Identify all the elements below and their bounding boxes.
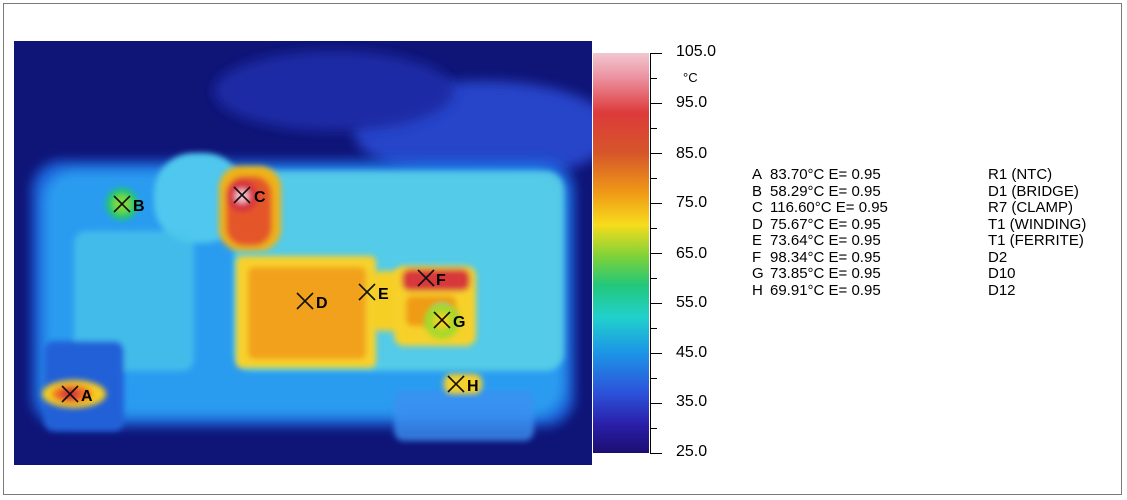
marker-cross-c xyxy=(233,186,251,204)
marker-label-d: D xyxy=(316,295,328,312)
scale-major-tick xyxy=(650,153,662,154)
reading-value: 69.91°C E= 0.95 xyxy=(770,281,881,299)
marker-cross-b xyxy=(113,195,131,213)
reading-value: 116.60°C E= 0.95 xyxy=(770,199,888,216)
scale-minor-tick xyxy=(650,178,657,179)
reading-value: 73.64°C E= 0.95 xyxy=(770,232,881,249)
marker-label-e: E xyxy=(378,286,389,303)
scale-label-75: 75.0 xyxy=(676,194,708,211)
reading-component: R7 (CLAMP) xyxy=(988,199,1074,216)
scale-label-65: 65.0 xyxy=(676,245,708,262)
reading-value: 83.70°C E= 0.95 xyxy=(770,166,881,183)
reading-marker: C xyxy=(752,199,763,216)
color-scale-bar xyxy=(593,53,649,453)
reading-marker: E xyxy=(752,232,763,249)
reading-component: D1 (BRIDGE) xyxy=(988,182,1079,200)
marker-label-f: F xyxy=(436,272,446,289)
reading-value: 73.85°C E= 0.95 xyxy=(770,265,881,282)
marker-cross-e xyxy=(358,283,376,301)
scale-major-tick xyxy=(650,453,662,454)
reading-component: T1 (FERRITE) xyxy=(988,232,1084,249)
scale-label-35: 35.0 xyxy=(676,393,708,410)
scale-minor-tick xyxy=(650,128,657,129)
reading-marker: D xyxy=(752,215,763,233)
scale-major-tick xyxy=(650,353,662,354)
reading-component: D10 xyxy=(988,265,1016,282)
marker-cross-d xyxy=(296,292,314,310)
scale-major-tick xyxy=(650,203,662,204)
reading-component: D2 xyxy=(988,248,1008,266)
scale-label-105: 105.0 xyxy=(676,43,717,60)
marker-cross-a xyxy=(61,385,79,403)
reading-component: D12 xyxy=(988,281,1016,299)
scale-label-85: 85.0 xyxy=(676,145,708,162)
reading-marker: F xyxy=(752,248,762,266)
scale-minor-tick xyxy=(650,328,657,329)
scale-label-55: 55.0 xyxy=(676,294,708,311)
marker-cross-h xyxy=(447,375,465,393)
reading-value: 98.34°C E= 0.95 xyxy=(770,248,881,266)
reading-marker: G xyxy=(752,265,764,282)
thermal-image: A B C D E F G H xyxy=(14,41,592,465)
scale-unit: °C xyxy=(683,70,698,85)
scale-minor-tick xyxy=(650,228,657,229)
reading-component: T1 (WINDING) xyxy=(988,215,1087,233)
scale-label-25: 25.0 xyxy=(676,443,708,460)
reading-value: 75.67°C E= 0.95 xyxy=(770,215,881,233)
scale-minor-tick xyxy=(650,78,657,79)
reading-component: R1 (NTC) xyxy=(988,166,1053,183)
reading-marker: B xyxy=(752,182,763,200)
scale-label-95: 95.0 xyxy=(676,94,708,111)
marker-cross-g xyxy=(433,311,451,329)
reading-marker: A xyxy=(752,166,763,183)
reading-value: 58.29°C E= 0.95 xyxy=(770,182,881,200)
scale-major-tick xyxy=(650,253,662,254)
scale-minor-tick xyxy=(650,278,657,279)
scale-major-tick xyxy=(650,103,662,104)
scale-minor-tick xyxy=(650,378,657,379)
marker-label-a: A xyxy=(81,388,93,405)
marker-cross-f xyxy=(417,269,435,287)
scale-label-45: 45.0 xyxy=(676,344,708,361)
scale-major-tick xyxy=(650,303,662,304)
scale-major-tick xyxy=(650,403,662,404)
marker-label-c: C xyxy=(254,189,266,206)
marker-label-b: B xyxy=(133,198,145,215)
marker-label-h: H xyxy=(467,378,479,395)
scale-minor-tick xyxy=(650,428,657,429)
marker-label-g: G xyxy=(453,314,465,331)
reading-marker: H xyxy=(752,281,763,299)
scale-major-tick xyxy=(650,53,662,54)
